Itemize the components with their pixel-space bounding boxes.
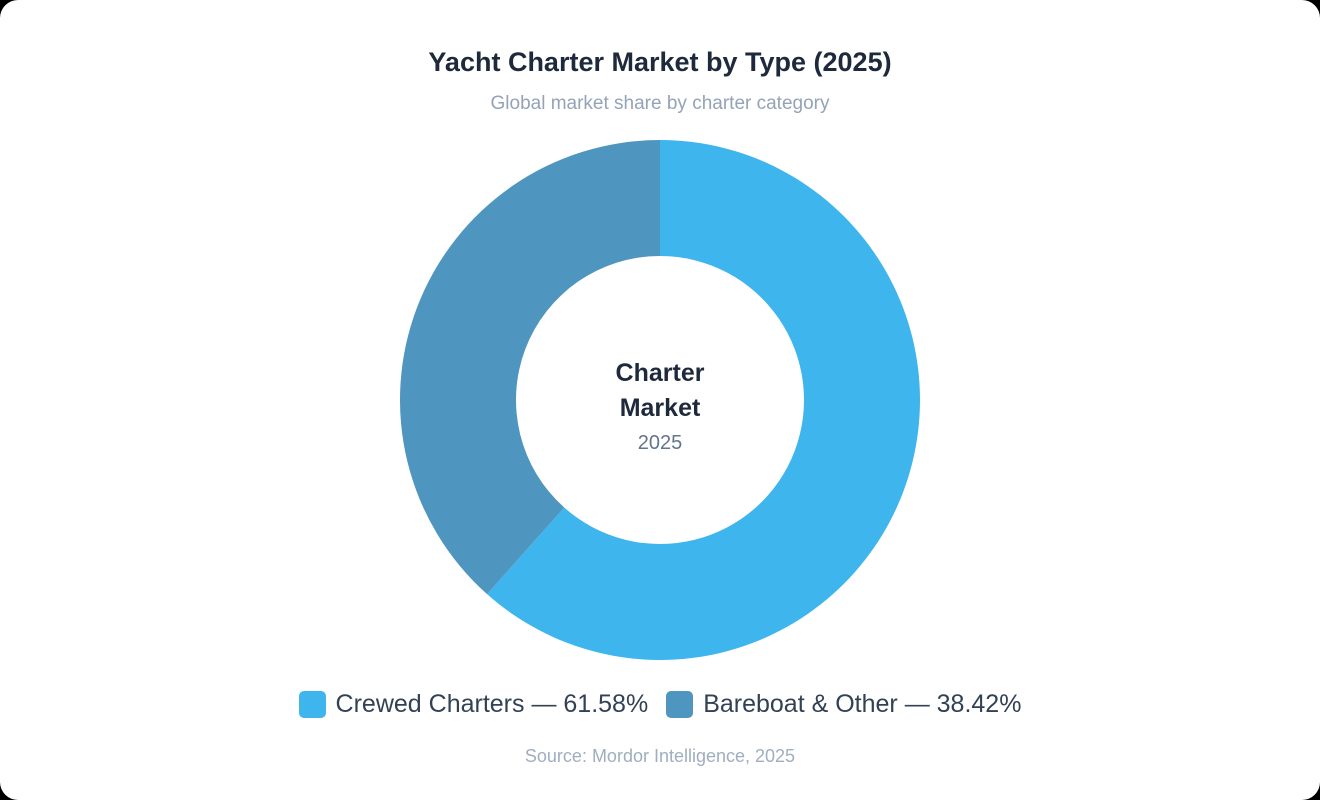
- segment-bareboat-other[interactable]: [400, 140, 660, 595]
- donut-center-label: Charter Market 2025: [560, 356, 760, 455]
- center-year: 2025: [637, 432, 683, 454]
- chart-title: Yacht Charter Market by Type (2025): [428, 47, 892, 77]
- legend-swatch-icon: [298, 691, 326, 718]
- center-title-line1: Charter: [615, 359, 705, 387]
- legend-item-bareboat-other[interactable]: Bareboat & Other — 38.42%: [666, 690, 1021, 719]
- legend-swatch-icon: [666, 691, 694, 718]
- source-note: Source: Mordor Intelligence, 2025: [524, 746, 796, 766]
- legend-item-crewed-charters[interactable]: Crewed Charters — 61.58%: [298, 690, 649, 719]
- legend-label: Bareboat & Other — 38.42%: [703, 690, 1022, 718]
- chart-subtitle: Global market share by charter category: [490, 93, 830, 114]
- legend-label: Crewed Charters — 61.58%: [335, 690, 649, 718]
- center-title-line2: Market: [619, 394, 701, 422]
- segment-crewed-charters[interactable]: [487, 140, 920, 660]
- donut-chart: [400, 140, 920, 660]
- legend: Crewed Charters — 61.58% Bareboat & Othe…: [0, 690, 1320, 719]
